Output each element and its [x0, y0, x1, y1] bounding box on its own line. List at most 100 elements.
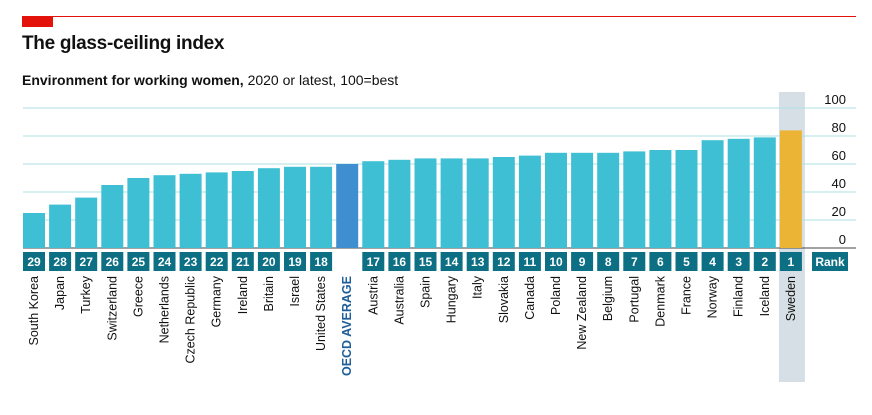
rank-box — [492, 252, 515, 271]
oecd-label: OECD AVERAGE — [340, 276, 354, 376]
rank-label: 11 — [524, 255, 537, 269]
rank-label: 8 — [605, 255, 612, 269]
category-label: New Zealand — [575, 276, 589, 350]
bar — [336, 164, 359, 248]
rank-box — [649, 252, 672, 271]
rank-box — [414, 252, 437, 271]
bar — [623, 151, 646, 248]
bar — [414, 158, 437, 248]
bar — [49, 204, 72, 248]
category-label: Switzerland — [105, 276, 119, 341]
rank-label: 1 — [788, 255, 795, 269]
bar — [571, 152, 594, 248]
category-label: Turkey — [79, 275, 93, 313]
rank-box — [466, 252, 489, 271]
bar — [257, 168, 280, 248]
category-label: Norway — [706, 275, 720, 318]
bar — [388, 159, 411, 248]
bar — [466, 158, 489, 248]
rank-box — [779, 252, 802, 271]
rank-label: 29 — [27, 255, 41, 269]
rank-box — [623, 252, 646, 271]
rank-box — [388, 252, 411, 271]
rank-box — [231, 252, 254, 271]
category-label: South Korea — [27, 276, 41, 346]
rank-label: 19 — [288, 255, 302, 269]
rank-label: 25 — [132, 255, 146, 269]
category-label: Iceland — [758, 276, 772, 316]
bar — [284, 166, 306, 248]
rank-label: 17 — [367, 255, 381, 269]
category-label: Poland — [549, 276, 563, 315]
rank-box — [727, 252, 750, 271]
rank-label: 28 — [53, 255, 67, 269]
rank-label: 6 — [657, 255, 664, 269]
bar — [753, 137, 776, 248]
rank-box — [518, 252, 541, 271]
category-label: Portugal — [627, 276, 641, 323]
rank-label: 3 — [735, 255, 742, 269]
rank-header-box — [812, 252, 848, 271]
rank-label: 5 — [683, 255, 690, 269]
subtitle-rest: 2020 or latest, 100=best — [243, 72, 399, 88]
bar — [179, 173, 202, 248]
category-label: Slovakia — [497, 276, 511, 323]
chart-subtitle: Environment for working women, 2020 or l… — [22, 72, 398, 88]
rank-box — [23, 252, 45, 271]
rank-label: 27 — [80, 255, 94, 269]
y-tick-label: 40 — [832, 176, 846, 191]
rank-box — [101, 252, 124, 271]
rank-box — [362, 252, 385, 271]
y-tick-label: 80 — [832, 120, 846, 135]
top-rule — [22, 16, 856, 17]
rank-box — [440, 252, 463, 271]
bar — [362, 161, 385, 248]
category-label: Belgium — [601, 276, 615, 321]
rank-box — [127, 252, 150, 271]
rank-header: Rank — [815, 255, 845, 269]
rank-box — [701, 252, 724, 271]
rank-box — [205, 252, 228, 271]
bar — [75, 197, 98, 248]
rank-label: 16 — [393, 255, 407, 269]
rank-label: 12 — [497, 255, 511, 269]
category-label: Finland — [732, 276, 746, 317]
rank-label: 10 — [549, 255, 563, 269]
rank-label: 23 — [184, 255, 198, 269]
rank-box — [545, 252, 567, 271]
bar — [153, 175, 176, 248]
category-label: Germany — [210, 275, 224, 327]
rank-label: 15 — [419, 255, 433, 269]
rank-label: 21 — [236, 255, 250, 269]
rank-label: 7 — [631, 255, 638, 269]
rank-label: 4 — [709, 255, 716, 269]
category-label: Sweden — [784, 276, 798, 321]
chart-title: The glass-ceiling index — [22, 33, 225, 54]
rank-box — [675, 252, 698, 271]
bar — [597, 152, 620, 248]
rank-box — [284, 252, 306, 271]
category-label: Australia — [392, 276, 406, 325]
rank-label: 14 — [445, 255, 459, 269]
y-tick-label: 20 — [832, 204, 846, 219]
rank-box — [179, 252, 202, 271]
rank-box — [153, 252, 176, 271]
category-label: Greece — [131, 276, 145, 317]
bar — [127, 178, 150, 248]
rank-label: 13 — [471, 255, 485, 269]
rank-box — [753, 252, 776, 271]
rank-label: 20 — [262, 255, 276, 269]
category-label: Denmark — [653, 275, 667, 326]
bar — [727, 138, 750, 248]
rank-label: 9 — [579, 255, 586, 269]
y-tick-label: 0 — [839, 232, 846, 247]
rank-box — [75, 252, 98, 271]
bar — [701, 140, 724, 248]
rank-label: 2 — [761, 255, 768, 269]
bar — [101, 185, 124, 248]
category-label: Spain — [419, 276, 433, 308]
bar — [649, 150, 672, 248]
category-label: Britain — [262, 276, 276, 311]
brand-tab — [22, 16, 53, 27]
